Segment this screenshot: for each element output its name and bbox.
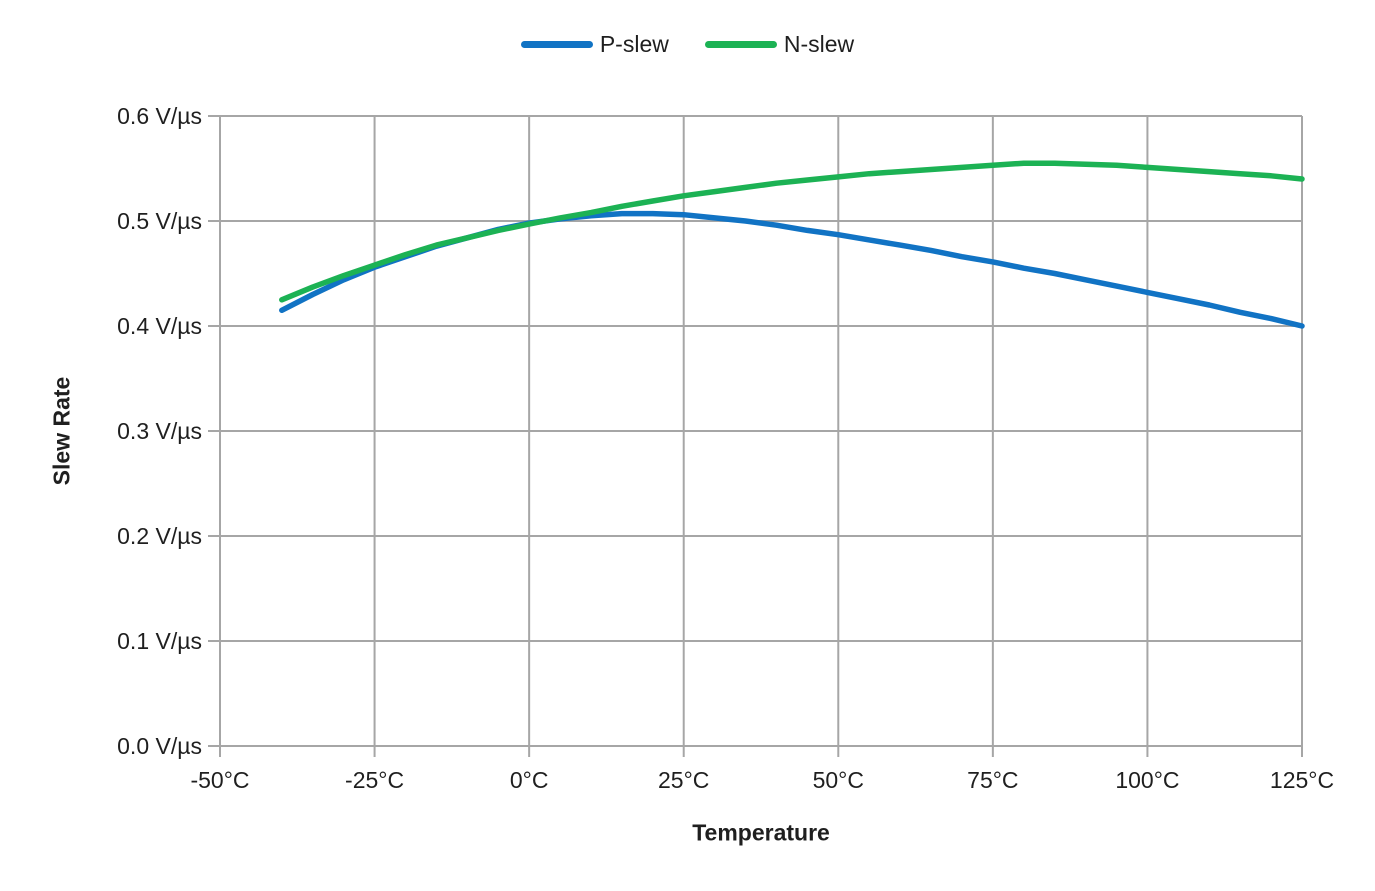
- y-tick-label: 0.5 V/µs: [117, 208, 202, 234]
- x-tick-label: 25°C: [658, 767, 709, 793]
- x-axis-title: Temperature: [692, 819, 830, 846]
- legend-label-n-slew: N-slew: [783, 31, 855, 57]
- x-tick-label: 100°C: [1115, 767, 1179, 793]
- y-tick-label: 0.3 V/µs: [117, 418, 202, 444]
- y-tick-label: 0.1 V/µs: [117, 628, 202, 654]
- x-tick-label: -25°C: [345, 767, 404, 793]
- y-tick-label: 0.2 V/µs: [117, 523, 202, 549]
- legend-swatch-n-slew: [704, 41, 777, 48]
- y-axis-title: Slew Rate: [48, 376, 75, 486]
- legend-item-p-slew: P-slew: [520, 31, 669, 57]
- x-tick-label: 0°C: [510, 767, 549, 793]
- legend-swatch-p-slew: [520, 41, 593, 48]
- x-tick-label: -50°C: [190, 767, 249, 793]
- series-line-p-slew: [279, 210, 1305, 329]
- x-tick-label: 125°C: [1270, 767, 1334, 793]
- legend-item-n-slew: N-slew: [704, 31, 855, 57]
- series-line-n-slew: [279, 160, 1305, 303]
- legend-label-p-slew: P-slew: [599, 31, 669, 57]
- x-tick-label: 75°C: [967, 767, 1018, 793]
- y-tick-label: 0.0 V/µs: [117, 733, 202, 759]
- x-tick-label: 50°C: [813, 767, 864, 793]
- legend: P-slew N-slew: [0, 33, 1375, 56]
- y-tick-label: 0.6 V/µs: [117, 103, 202, 129]
- y-tick-label: 0.4 V/µs: [117, 313, 202, 339]
